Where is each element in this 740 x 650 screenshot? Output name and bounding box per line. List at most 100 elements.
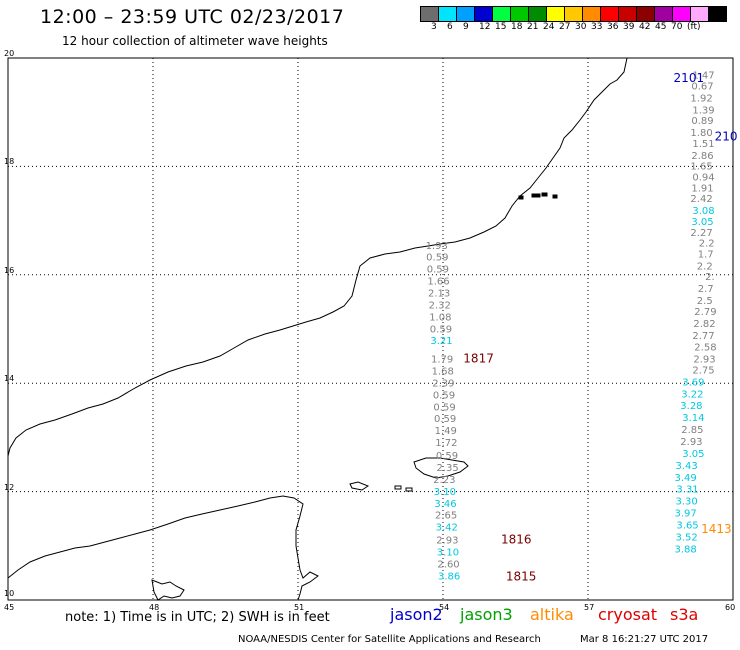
small-islet (394, 485, 402, 490)
longitude-tick-label: 48 (149, 603, 160, 612)
wave-height-value: 3.14 (682, 413, 704, 424)
wave-height-value: 0.59 (426, 253, 448, 264)
wave-height-value: 0.59 (427, 265, 449, 276)
wave-height-value: 3.52 (675, 532, 697, 543)
legend-cryosat: cryosat (598, 605, 658, 624)
wave-height-value: 2.93 (680, 437, 702, 448)
wave-height-value: 3.05 (691, 217, 713, 228)
latitude-tick-label: 12 (4, 482, 15, 492)
wave-height-value: 3.42 (436, 523, 458, 534)
longitude-tick-label: 60 (725, 603, 736, 612)
color-scale-label: (ft) (687, 22, 701, 32)
wave-height-value: 2.32 (429, 300, 451, 311)
wave-height-value: 0.59 (436, 451, 458, 462)
wave-height-value: 3.43 (675, 461, 697, 472)
longitude-tick-label: 54 (439, 603, 450, 612)
wave-height-value: 2.79 (694, 307, 716, 318)
color-scale-label: 39 (623, 22, 635, 32)
wave-height-value: 3.30 (675, 497, 697, 508)
wave-height-value: 3.08 (692, 206, 714, 217)
wave-height-value: 1.93 (426, 241, 448, 252)
color-scale-label: 42 (639, 22, 651, 32)
wave-height-value: 0.94 (692, 172, 714, 183)
wave-height-value: 1.39 (692, 105, 714, 116)
wave-height-value: 1.80 (690, 128, 712, 139)
wave-height-value: 2.5 (697, 296, 713, 307)
wave-height-value: 1.72 (435, 438, 457, 449)
wave-height-value: 0.59 (430, 324, 452, 335)
color-scale-label: 21 (527, 22, 539, 32)
color-scale-label: 24 (543, 22, 555, 32)
wave-height-value: 3.86 (438, 571, 460, 582)
pass-time-label: 1816 (501, 533, 532, 547)
latitude-tick-label: 14 (4, 374, 15, 384)
color-scale-label: 30 (575, 22, 587, 32)
wave-height-value: 2.23 (433, 475, 455, 486)
latitude-tick-label: 18 (4, 157, 15, 167)
credit-text: NOAA/NESDIS Center for Satellite Applica… (238, 634, 541, 645)
wave-height-value: 1.7 (698, 249, 714, 260)
legend-jason3: jason3 (460, 605, 513, 624)
color-scale-label: 33 (591, 22, 603, 32)
color-swatch (708, 6, 727, 22)
wave-height-value: 1.49 (435, 426, 457, 437)
wave-height-value: 3.10 (437, 548, 459, 559)
wave-height-value: 1.91 (691, 183, 713, 194)
color-scale-label: 70 (671, 22, 683, 32)
wave-height-value: 1.68 (432, 367, 454, 378)
wave-height-value: 2.13 (428, 288, 450, 299)
pass-time-label: 1815 (506, 569, 537, 583)
wave-height-value: 2.65 (435, 511, 457, 522)
wave-height-value: 3.69 (682, 377, 704, 388)
wave-height-value: 2.85 (681, 425, 703, 436)
wave-height-value: 2.27 (690, 228, 712, 239)
legend-altika: altika (530, 605, 574, 624)
wave-height-value: 3.46 (434, 499, 456, 510)
wave-height-value: 1.08 (429, 312, 451, 323)
pass-time-label: 2101 (674, 71, 705, 85)
wave-height-value: 2.60 (437, 559, 459, 570)
abd-al-kuri-island (349, 481, 370, 491)
latitude-tick-label: 10 (4, 589, 15, 598)
pass-time-label: 1413 (701, 522, 732, 536)
longitude-tick-label: 45 (4, 603, 15, 612)
wave-height-value: 2.2 (697, 261, 713, 272)
wave-height-value: 3.05 (682, 449, 704, 460)
wave-height-value: 2.86 (691, 151, 713, 162)
reef-cluster (151, 579, 185, 601)
socotra-island (413, 457, 469, 479)
wave-height-value: 2.39 (432, 378, 454, 389)
units-note: note: 1) Time is in UTC; 2) SWH is in fe… (65, 610, 330, 625)
color-scale-label: 45 (655, 22, 667, 32)
longitude-tick-label: 51 (294, 603, 305, 612)
pass-time-label: 1817 (463, 352, 494, 366)
wave-height-value: 2. (705, 272, 715, 283)
wave-height-value: 1.51 (692, 139, 714, 150)
arabia-coastline (7, 57, 628, 457)
latitude-tick-label: 16 (4, 265, 15, 275)
wave-height-value: 0.89 (691, 116, 713, 127)
wave-height-value: 1.65 (690, 162, 712, 173)
wave-height-value: 2.2 (699, 239, 715, 250)
color-scale-label: 18 (511, 22, 523, 32)
small-islet (405, 487, 413, 492)
wave-height-value: 3.49 (674, 473, 696, 484)
wave-height-value: 0.67 (691, 81, 713, 92)
color-scale-label: 3 (431, 22, 437, 32)
altimeter-tracks: 1.930.590.591.662.132.321.080.593.211.79… (426, 71, 738, 584)
longitude-tick-label: 57 (584, 603, 595, 612)
color-scale-label: 27 (559, 22, 571, 32)
map-subtitle: 12 hour collection of altimeter wave hei… (62, 34, 328, 48)
wave-height-value: 1.47 (692, 71, 714, 82)
wave-height-value: 3.65 (676, 520, 698, 531)
wave-height-value: 3.22 (681, 389, 703, 400)
map-title: 12:00 – 23:59 UTC 02/23/2017 (40, 6, 345, 28)
color-scale-label: 9 (463, 22, 469, 32)
legend-s3a: s3a (670, 605, 699, 624)
wave-height-value: 0.59 (433, 402, 455, 413)
wave-height-value: 2.75 (692, 365, 714, 376)
wave-height-value: 2.77 (692, 331, 714, 342)
wave-height-value: 1.92 (690, 93, 712, 104)
wave-height-value: 2.7 (698, 284, 714, 295)
